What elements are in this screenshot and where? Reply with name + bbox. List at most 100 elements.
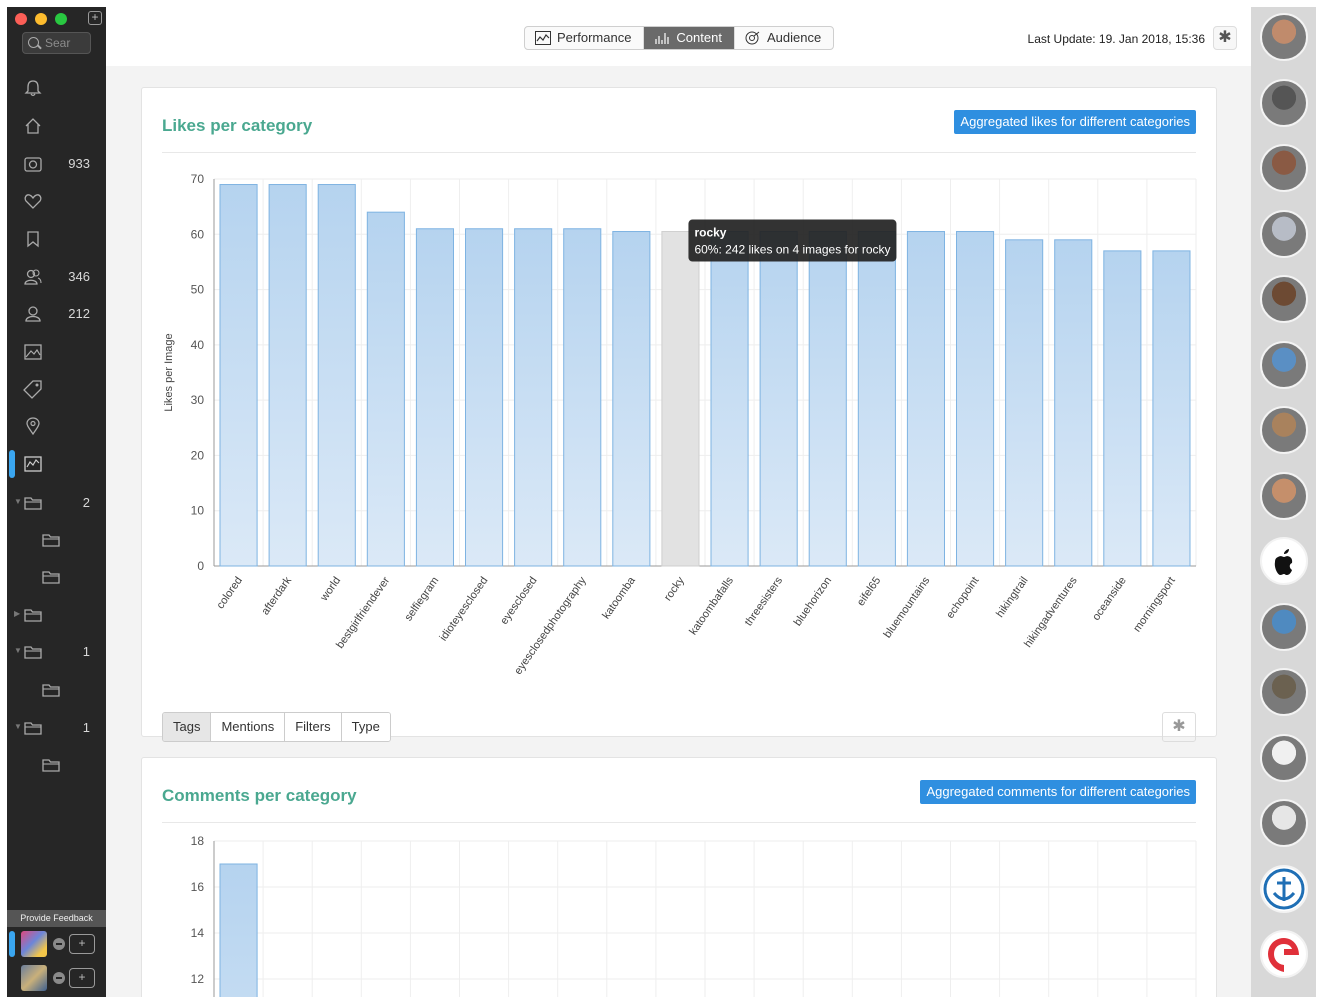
disclosure-arrow-icon[interactable]: ▼	[14, 646, 22, 655]
category-tabs: Tags Mentions Filters Type	[162, 712, 391, 742]
bar[interactable]	[808, 231, 847, 567]
sidebar-item-analytics[interactable]	[7, 449, 106, 479]
provide-feedback-button[interactable]: Provide Feedback	[7, 910, 106, 927]
avatar-icon[interactable]	[1260, 602, 1308, 651]
sidebar-item-image[interactable]	[7, 337, 106, 367]
bar[interactable]	[857, 231, 896, 567]
bar[interactable]	[956, 231, 995, 567]
sidebar-subfolder[interactable]	[7, 525, 106, 555]
bar[interactable]	[906, 231, 946, 567]
disclosure-arrow-icon[interactable]: ▶	[14, 609, 21, 618]
search-input[interactable]: Sear	[22, 32, 91, 54]
sidebar-item-location[interactable]	[7, 411, 106, 441]
remove-account-icon[interactable]	[53, 938, 65, 950]
zoom-window-button[interactable]	[55, 13, 67, 25]
sidebar-item-bookmark[interactable]	[7, 224, 106, 254]
avatar-icon[interactable]	[1260, 144, 1308, 192]
brand-logo-icon[interactable]	[1260, 930, 1308, 978]
tab-audience[interactable]: Audience	[735, 27, 833, 49]
bar[interactable]	[1054, 239, 1093, 567]
comments-card: Comments per category Aggregated comment…	[141, 757, 1217, 997]
avatar-icon[interactable]	[1260, 78, 1308, 127]
avatar-icon[interactable]	[1260, 733, 1308, 782]
tab-mentions[interactable]: Mentions	[211, 713, 286, 741]
sidebar-item-bell[interactable]	[7, 73, 106, 103]
tab-tags[interactable]: Tags	[163, 713, 212, 741]
avatar-icon[interactable]	[1260, 406, 1308, 454]
minimize-window-button[interactable]	[35, 13, 47, 25]
tooltip-box	[688, 219, 897, 262]
avatar-icon[interactable]	[1260, 799, 1308, 847]
sidebar-subfolder[interactable]	[7, 562, 106, 592]
avatar-icon[interactable]	[1260, 275, 1308, 323]
disclosure-arrow-icon[interactable]: ▼	[14, 722, 22, 731]
account-avatar[interactable]	[21, 965, 47, 991]
sidebar-folder[interactable]: ▶	[7, 600, 106, 630]
location-icon	[26, 417, 40, 436]
card-badge[interactable]: Aggregated comments for different catego…	[920, 780, 1196, 804]
anchor-logo-icon[interactable]	[1260, 864, 1308, 913]
tab-label: Content	[676, 30, 722, 45]
account-row[interactable]: +	[7, 963, 106, 993]
avatar-icon[interactable]	[1260, 13, 1308, 61]
bar[interactable]	[514, 228, 553, 567]
bar[interactable]	[219, 863, 258, 997]
avatar-icon[interactable]	[1260, 340, 1308, 389]
sidebar-item-tag[interactable]	[7, 374, 106, 404]
bar[interactable]	[465, 228, 504, 567]
bar[interactable]	[415, 228, 454, 567]
sidebar-subfolder[interactable]	[7, 675, 106, 705]
remove-account-icon[interactable]	[53, 972, 65, 984]
close-window-button[interactable]	[15, 13, 27, 25]
chart-settings-gear-icon[interactable]: ✱	[1162, 712, 1196, 742]
avatar-icon[interactable]	[1260, 668, 1308, 716]
folder-icon	[24, 646, 42, 659]
avatar-icon[interactable]	[1260, 209, 1308, 258]
bar[interactable]	[1103, 250, 1142, 567]
sidebar-item-camera[interactable]: 933	[7, 149, 106, 179]
sidebar-folder[interactable]: ▼ 1	[7, 713, 106, 743]
account-row[interactable]: +	[7, 929, 106, 959]
bar[interactable]	[759, 231, 798, 567]
sidebar-folder[interactable]: ▼ 1	[7, 637, 106, 667]
y-tick-label: 70	[191, 172, 205, 186]
bar[interactable]	[612, 231, 651, 567]
bar[interactable]	[1152, 250, 1191, 567]
sidebar-item-home[interactable]	[7, 111, 106, 141]
main-content[interactable]: Likes per category Aggregated likes for …	[106, 66, 1251, 997]
tab-filters[interactable]: Filters	[285, 713, 342, 741]
tab-type[interactable]: Type	[341, 713, 390, 741]
sidebar-item-users[interactable]: 346	[7, 262, 106, 292]
bar[interactable]	[366, 211, 405, 567]
tab-performance[interactable]: Performance	[525, 27, 645, 49]
bar[interactable]	[563, 228, 602, 567]
bar[interactable]	[268, 184, 307, 567]
likes-card: Likes per category Aggregated likes for …	[141, 87, 1217, 742]
likes-bar-chart[interactable]: 0 10 20 30 40 50 60 70 Likes per Image colored aft…	[142, 156, 1216, 716]
avatar-icon[interactable]	[1260, 471, 1308, 520]
sidebar-subfolder[interactable]	[7, 750, 106, 780]
account-avatar[interactable]	[21, 931, 47, 957]
add-icon[interactable]: +	[88, 11, 102, 25]
bar[interactable]	[710, 231, 749, 567]
sidebar-folder[interactable]: ▼ 2	[7, 488, 106, 518]
add-account-icon[interactable]: +	[69, 968, 95, 988]
sidebar-item-count: 933	[68, 156, 90, 171]
x-tick-label: eyesclosed	[498, 575, 539, 627]
folder-icon	[42, 684, 60, 697]
sidebar-item-heart[interactable]	[7, 186, 106, 216]
tab-content[interactable]: Content	[644, 27, 735, 49]
add-account-icon[interactable]: +	[69, 934, 95, 954]
comments-bar-chart[interactable]: 12 14 16 18	[142, 826, 1216, 997]
card-badge[interactable]: Aggregated likes for different categorie…	[954, 110, 1196, 134]
sidebar-item-user[interactable]: 212	[7, 299, 106, 329]
bar-highlighted[interactable]	[661, 231, 700, 567]
disclosure-arrow-icon[interactable]: ▼	[14, 497, 22, 506]
settings-gear-icon[interactable]: ✱	[1213, 26, 1237, 50]
bar[interactable]	[317, 184, 356, 567]
x-tick-label: hikingadventures	[1022, 574, 1080, 649]
apple-logo-icon[interactable]	[1260, 537, 1308, 585]
bar[interactable]	[219, 184, 258, 567]
y-tick-label: 20	[191, 448, 205, 462]
bar[interactable]	[1005, 239, 1044, 567]
